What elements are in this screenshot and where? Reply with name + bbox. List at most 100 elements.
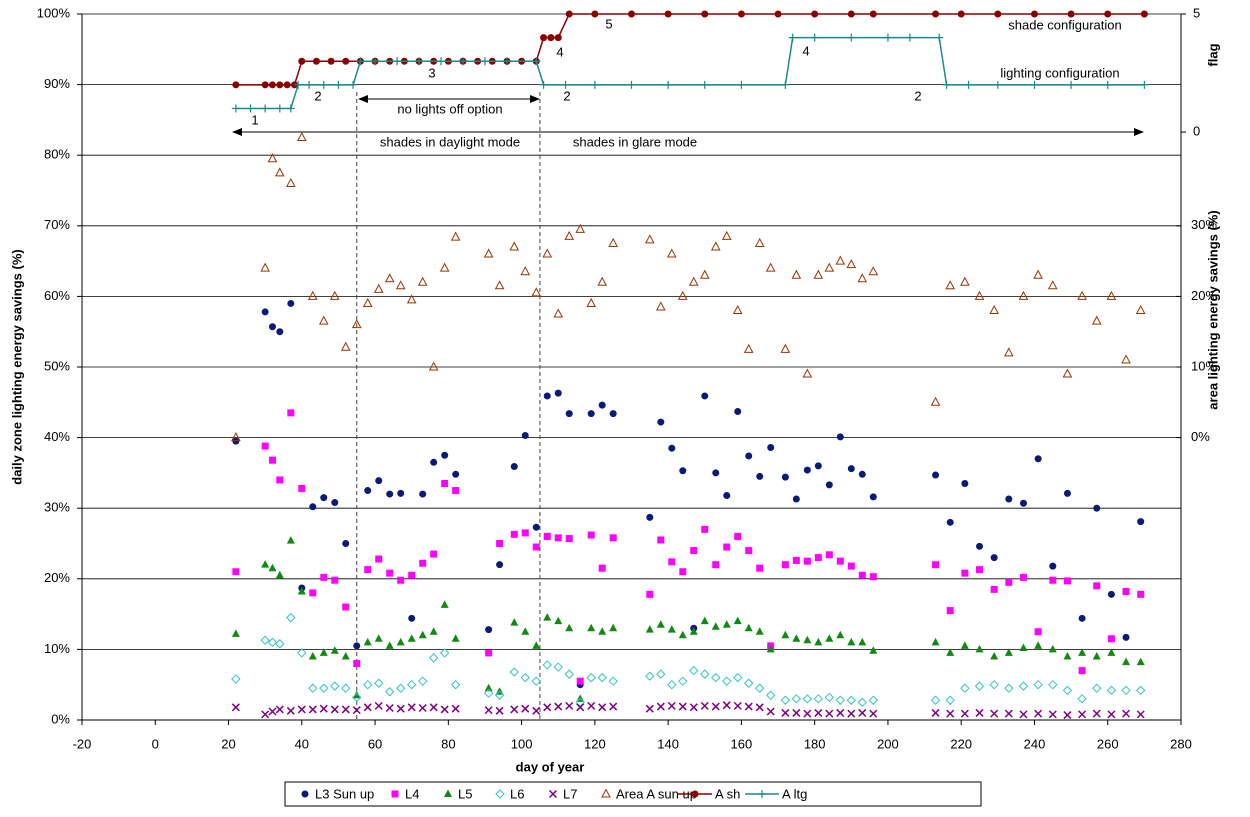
point	[319, 683, 329, 693]
point	[1078, 667, 1086, 675]
point	[711, 622, 720, 630]
point	[700, 616, 709, 625]
grid	[82, 13, 1181, 721]
point	[857, 273, 868, 283]
point	[485, 649, 493, 657]
point	[679, 467, 687, 475]
point	[261, 442, 269, 450]
point	[942, 80, 951, 89]
point	[554, 616, 563, 625]
point	[1092, 709, 1101, 718]
point	[330, 681, 340, 691]
point	[564, 669, 574, 679]
point	[261, 104, 270, 113]
point	[1122, 633, 1130, 641]
point	[712, 561, 720, 569]
point	[803, 557, 811, 565]
point	[429, 627, 438, 635]
point	[1030, 80, 1039, 89]
point	[990, 709, 999, 718]
point	[586, 297, 597, 307]
point	[846, 259, 857, 269]
legend-marker	[495, 789, 505, 799]
point	[814, 462, 822, 470]
point	[868, 266, 879, 276]
point	[330, 705, 339, 714]
point	[756, 472, 764, 480]
point	[539, 80, 548, 89]
point	[1005, 495, 1013, 503]
point	[975, 708, 984, 717]
point	[330, 646, 339, 654]
point	[1106, 685, 1117, 696]
point	[1103, 80, 1112, 89]
point	[754, 237, 765, 247]
point	[349, 80, 358, 89]
point	[989, 679, 999, 690]
annotation: lighting configuration	[1000, 65, 1119, 80]
point	[930, 695, 941, 705]
y-tick-label: 90%	[44, 76, 70, 91]
point	[932, 471, 940, 479]
point	[275, 639, 285, 649]
point	[318, 315, 329, 325]
x-tick-label: 260	[1097, 736, 1119, 751]
point	[430, 458, 438, 466]
point	[287, 299, 295, 307]
point	[397, 576, 405, 584]
point	[246, 104, 255, 113]
point	[836, 433, 844, 441]
point	[363, 679, 373, 690]
point	[587, 410, 595, 418]
legend-label: L5	[458, 786, 472, 801]
annotation: 1	[251, 112, 258, 127]
point	[274, 167, 285, 177]
point	[1137, 518, 1145, 526]
point	[298, 484, 306, 492]
point	[509, 241, 520, 251]
point	[737, 80, 746, 89]
point	[374, 678, 384, 688]
point	[286, 536, 295, 544]
point	[1092, 683, 1102, 693]
point	[341, 705, 350, 714]
point	[627, 80, 636, 89]
point	[356, 57, 365, 66]
point	[287, 409, 295, 417]
series	[231, 536, 1145, 702]
point	[407, 634, 416, 642]
point	[440, 705, 449, 714]
point	[689, 627, 698, 635]
point	[396, 683, 406, 693]
point	[408, 571, 416, 579]
point	[417, 676, 428, 686]
legend-item: Area A sun up	[601, 786, 697, 801]
point	[598, 627, 607, 635]
point	[521, 529, 529, 537]
x-tick-label: 160	[731, 736, 753, 751]
point	[733, 616, 742, 625]
point	[657, 418, 665, 426]
point	[417, 276, 428, 286]
point	[547, 34, 555, 42]
point	[723, 543, 731, 551]
point	[554, 534, 562, 542]
point	[554, 34, 562, 42]
point	[835, 695, 846, 705]
point	[591, 10, 599, 18]
point	[384, 273, 395, 283]
point	[286, 612, 296, 623]
point	[597, 276, 608, 286]
point	[734, 532, 742, 540]
point	[352, 692, 362, 703]
legend-marker	[444, 789, 452, 797]
point	[268, 563, 277, 572]
y-tick-label: 80%	[44, 147, 70, 162]
point	[275, 570, 284, 579]
point	[375, 477, 383, 485]
point	[668, 558, 676, 566]
point	[232, 568, 240, 576]
point	[1078, 648, 1087, 656]
point	[554, 389, 562, 397]
point	[737, 10, 745, 18]
